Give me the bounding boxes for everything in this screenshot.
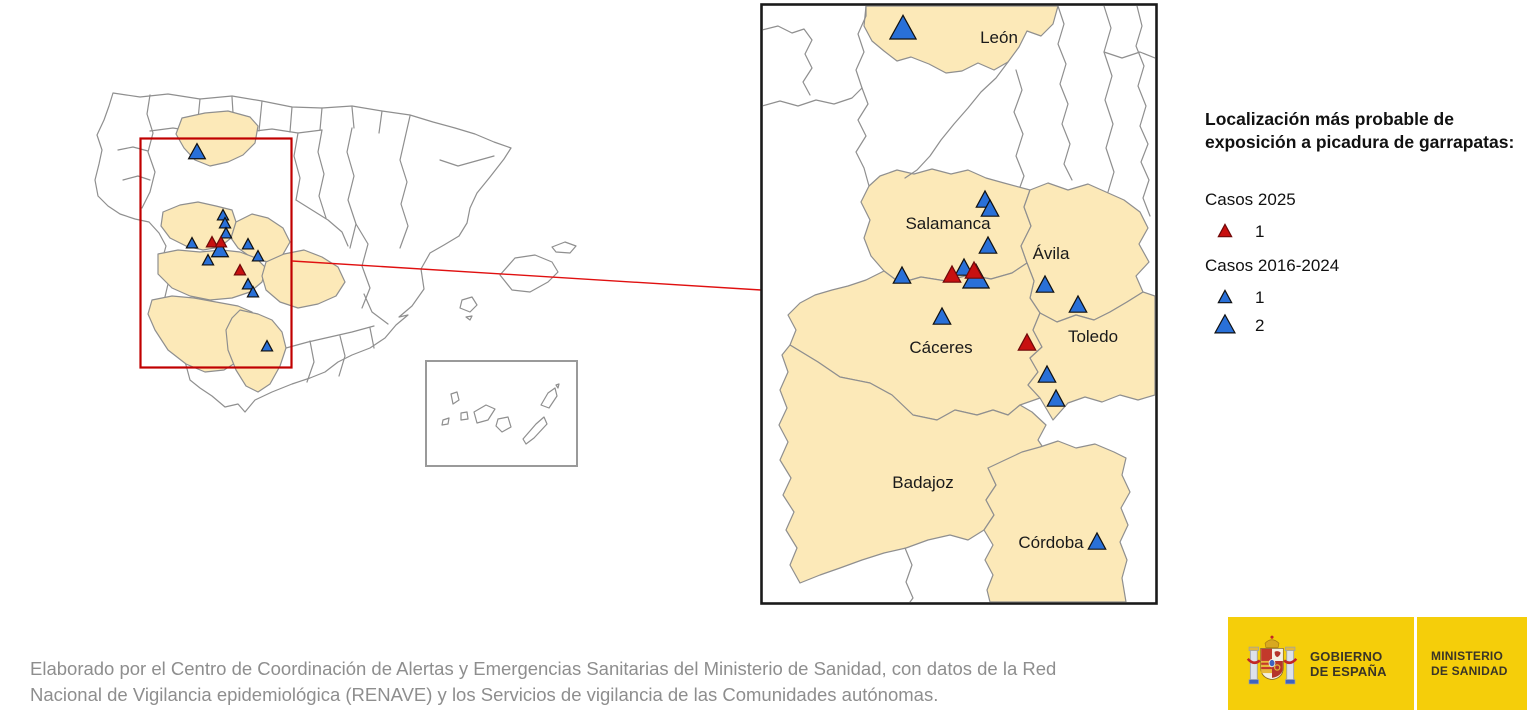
case-marker-2016-2024: [1068, 294, 1088, 313]
case-marker-2016-2024: [210, 240, 230, 258]
case-marker-2016-2024: [1217, 289, 1233, 304]
legend-body: Casos 2025 1 Casos 2016-2024 1 2: [1205, 190, 1517, 340]
legend-row: 1: [1205, 284, 1517, 312]
overview-map-spain: [94, 92, 578, 467]
inset-frame: [760, 3, 1158, 605]
legend-marker-icon: [1217, 289, 1233, 304]
legend-count: 1: [1255, 288, 1265, 307]
legend: Localización más probable de exposición …: [1205, 108, 1517, 340]
case-marker-2016-2024: [187, 142, 207, 160]
legend-section-label: Casos 2016-2024: [1205, 256, 1340, 275]
overview-case-markers: [185, 142, 274, 352]
legend-count: 2: [1255, 316, 1265, 335]
case-marker-2025: [1217, 223, 1233, 238]
overview-affected-provinces: [147, 110, 346, 393]
case-marker-2016-2024: [185, 236, 199, 249]
province-label: Ávila: [1033, 244, 1070, 263]
case-marker-2016-2024: [1087, 531, 1107, 550]
province-label: Cáceres: [909, 338, 972, 357]
ministerio-text: MINISTERIO DE SANIDAD: [1431, 648, 1508, 678]
case-marker-2025: [205, 235, 219, 248]
legend-marker-icon: [1217, 223, 1233, 238]
attribution-text: Elaborado por el Centro de Coordinación …: [30, 656, 1190, 708]
case-marker-2016-2024: [932, 306, 952, 325]
case-marker-2025: [233, 263, 247, 276]
case-marker-2016-2024: [241, 277, 255, 290]
legend-row: 2: [1205, 312, 1517, 340]
province-label: Badajoz: [892, 473, 953, 492]
case-marker-2016-2024: [241, 237, 255, 250]
case-marker-2016-2024: [980, 198, 1000, 217]
legend-marker-icon: [1214, 313, 1236, 334]
case-marker-2016-2024: [218, 216, 232, 229]
logo-divider: [1414, 617, 1417, 710]
inset-map: León Salamanca Ávila Cáceres Toledo Badajoz Có…: [760, 3, 1158, 605]
case-marker-2025: [214, 235, 228, 248]
canary-islands-box: [425, 360, 578, 467]
case-marker-2016-2024: [260, 339, 274, 352]
case-marker-2016-2024: [219, 226, 233, 239]
gobierno-espana-logo: GOBIERNO DE ESPAÑA MINISTERIO DE SANIDAD: [1228, 617, 1527, 710]
attribution-line-1: Elaborado por el Centro de Coordinación …: [30, 658, 1057, 679]
inset-case-markers: [888, 14, 1107, 550]
province-label: Salamanca: [905, 214, 991, 233]
legend-count: 1: [1255, 222, 1265, 241]
case-marker-2016-2024: [892, 265, 912, 284]
attribution-line-2: Nacional de Vigilancia epidemiológica (R…: [30, 684, 939, 705]
spain-coat-of-arms-icon: [1246, 635, 1298, 684]
case-marker-2016-2024: [1046, 388, 1066, 407]
inset-connector-line: [291, 260, 762, 291]
inset-affected-provinces: [778, 6, 1155, 602]
case-marker-2016-2024: [246, 285, 260, 298]
case-marker-2016-2024: [1037, 364, 1057, 383]
gobierno-text: GOBIERNO DE ESPAÑA: [1310, 648, 1387, 679]
legend-title: Localización más probable de exposición …: [1205, 109, 1515, 152]
case-marker-2016-2024: [888, 14, 918, 40]
province-label: Toledo: [1068, 327, 1118, 346]
case-marker-2016-2024: [1214, 313, 1236, 334]
case-marker-2016-2024: [216, 208, 230, 221]
case-marker-2016-2024: [1035, 274, 1055, 293]
legend-row: 1: [1205, 218, 1517, 246]
province-label: León: [980, 28, 1018, 47]
balearic-islands: [459, 241, 577, 321]
case-marker-2016-2024: [978, 235, 998, 254]
case-marker-2025: [942, 264, 962, 283]
case-marker-2025: [964, 260, 984, 279]
case-marker-2016-2024: [201, 253, 215, 266]
province-label: Córdoba: [1018, 533, 1084, 552]
inset-neighbor-borders: [763, 6, 1155, 602]
red-extent-rectangle: [139, 137, 293, 369]
legend-section-label: Casos 2025: [1205, 190, 1296, 209]
case-marker-2016-2024: [251, 249, 265, 262]
case-marker-2025: [1017, 332, 1037, 351]
inset-province-labels: León Salamanca Ávila Cáceres Toledo Badajoz Có…: [892, 28, 1118, 552]
